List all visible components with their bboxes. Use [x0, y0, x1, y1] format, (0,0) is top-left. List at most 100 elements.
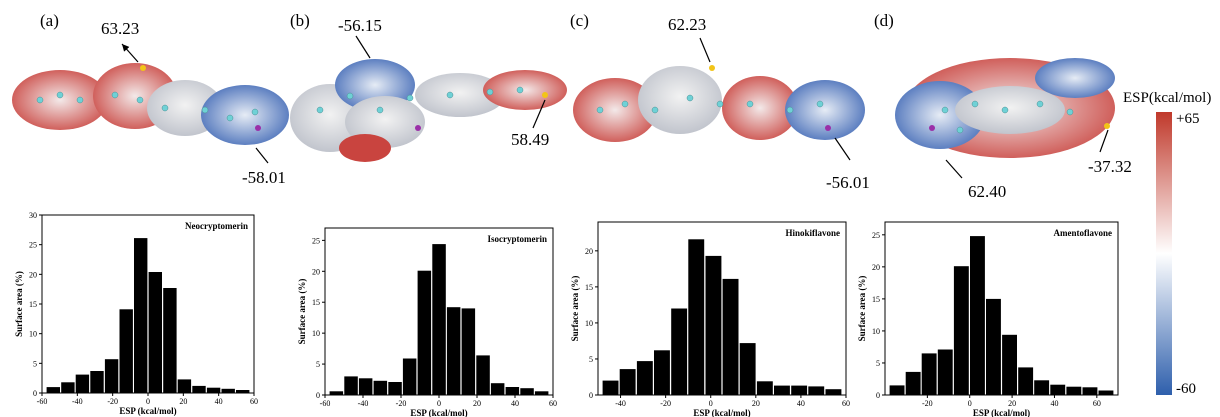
y-tick-label: 25 [312, 236, 320, 245]
plot-frame [597, 221, 847, 396]
bar [388, 382, 402, 395]
plot-frame [884, 221, 1119, 396]
bar [221, 388, 235, 393]
y-tick-label: 15 [312, 298, 320, 307]
panel-letter-a: (a) [40, 11, 59, 30]
annotation-arrow [255, 147, 269, 164]
bar [722, 278, 739, 395]
bar [889, 385, 905, 395]
histogram-3: -20 0 20 40 60 0 5 10 15 20 25 ESP (kcal/mol) Surfac… [857, 221, 1119, 417]
x-tick-label: 40 [215, 397, 223, 406]
bar [163, 288, 177, 393]
annotation-a-min: -58.01 [242, 168, 286, 187]
bar [808, 386, 825, 395]
bar [1018, 367, 1034, 395]
colorbar-min-label: -60 [1176, 381, 1196, 397]
y-tick-label: 10 [312, 329, 320, 338]
molecule-surface-d [895, 58, 1115, 158]
bar [206, 387, 221, 393]
annotation-arrow [355, 35, 371, 59]
bar [619, 369, 636, 395]
y-tick-label: 20 [312, 267, 320, 276]
bar [1066, 386, 1082, 395]
molecule-surface-a [12, 63, 289, 145]
x-axis-label: ESP (kcal/mol) [973, 408, 1030, 417]
annotation-arrow [121, 43, 139, 63]
bar [417, 270, 432, 395]
chart-title: Isocryptomerin [488, 234, 548, 244]
y-tick-label: 0 [876, 391, 880, 400]
histogram-charts: -60 -40 -20 0 20 40 60 0 5 10 15 20 25 30 ESP (kcal/mo… [14, 211, 1119, 417]
histogram-0: -60 -40 -20 0 20 40 60 0 5 10 15 20 25 30 ESP (kcal/mo… [14, 211, 258, 416]
x-axis-label: ESP (kcal/mol) [410, 408, 467, 417]
bar [402, 358, 417, 395]
x-axis-label: ESP (kcal/mol) [119, 406, 176, 416]
bar [739, 343, 756, 395]
bar [1002, 334, 1017, 395]
panel-letter-d: (d) [874, 11, 894, 30]
colorbar-max-label: +65 [1176, 111, 1199, 127]
y-tick-label: 5 [876, 359, 880, 368]
annotation-arrow [945, 159, 963, 179]
panel-letter-b: (b) [290, 11, 310, 30]
y-tick-label: 20 [585, 247, 593, 256]
y-axis-label: Surface area (%) [297, 279, 307, 345]
bar [505, 387, 520, 395]
bar [432, 244, 446, 395]
x-tick-label: 20 [1008, 399, 1016, 408]
annotation-d-max: 62.40 [968, 182, 1006, 201]
y-axis-label: Surface area (%) [570, 276, 580, 342]
y-tick-label: 20 [29, 270, 37, 279]
y-tick-label: 30 [29, 211, 37, 220]
bar [1098, 390, 1114, 395]
bar [970, 236, 985, 395]
bar [90, 371, 104, 393]
bar [791, 385, 808, 395]
y-tick-label: 0 [589, 391, 593, 400]
y-tick-label: 0 [33, 389, 37, 398]
annotation-b-min: -56.15 [338, 16, 382, 35]
x-tick-label: -40 [358, 399, 369, 408]
bar [905, 371, 921, 395]
bar [1082, 387, 1098, 395]
x-tick-label: -40 [72, 397, 83, 406]
chart-title: Neocryptomerin [185, 221, 248, 231]
x-tick-label: 60 [1093, 399, 1101, 408]
bar [705, 255, 722, 395]
bar [1050, 384, 1066, 395]
y-tick-label: 0 [316, 391, 320, 400]
y-tick-label: 5 [316, 360, 320, 369]
y-tick-label: 25 [872, 231, 880, 240]
bar [476, 355, 490, 395]
y-tick-label: 10 [585, 319, 593, 328]
bar [986, 298, 1001, 395]
x-tick-label: 60 [250, 397, 258, 406]
bar [358, 378, 373, 395]
bar [461, 308, 476, 395]
bar [344, 376, 358, 395]
bar [937, 349, 953, 395]
panel-letter-c: (c) [570, 11, 589, 30]
chart-title: Hinokiflavone [785, 228, 840, 238]
bar [192, 385, 206, 393]
y-tick-label: 20 [872, 263, 880, 272]
annotation-arrow [834, 137, 851, 161]
x-tick-label: -20 [396, 399, 407, 408]
annotation-c-max: 62.23 [668, 15, 706, 34]
x-tick-label: -20 [107, 397, 118, 406]
x-tick-label: 0 [437, 399, 441, 408]
x-tick-label: -60 [37, 397, 48, 406]
histogram-1: -60 -40 -20 0 20 40 60 0 5 10 15 20 25 ESP (kcal/mol)… [297, 227, 557, 417]
y-tick-label: 15 [29, 300, 37, 309]
x-tick-label: -60 [320, 399, 331, 408]
y-axis-label: Surface area (%) [857, 276, 867, 342]
bar [373, 380, 388, 395]
chart-title: Amentoflavone [1054, 228, 1113, 238]
x-tick-label: 20 [752, 399, 760, 408]
bar [148, 272, 162, 393]
bar [1034, 380, 1050, 395]
y-tick-label: 10 [29, 330, 37, 339]
bar [520, 388, 534, 395]
